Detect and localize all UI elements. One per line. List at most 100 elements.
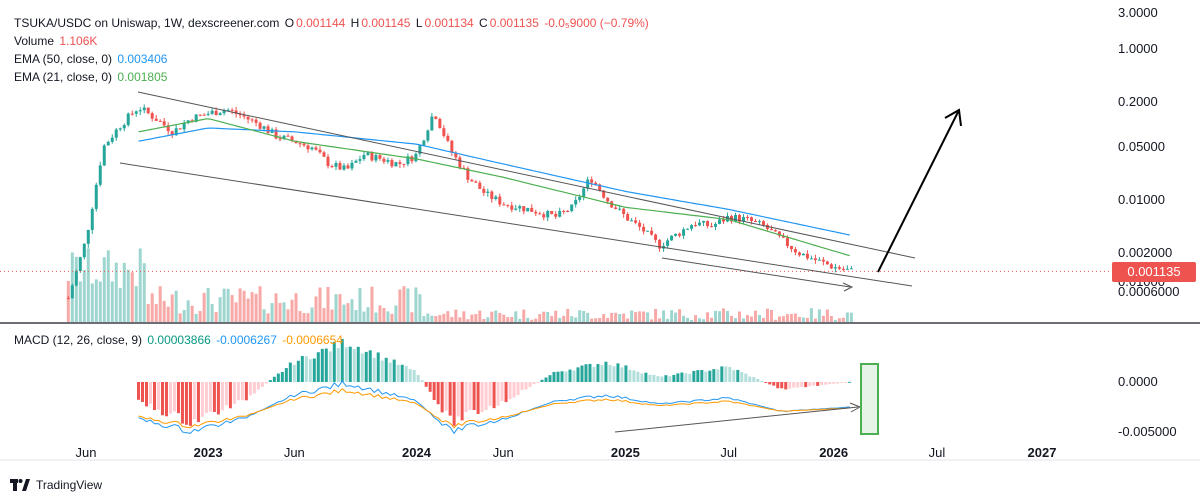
macd-histogram-bar (144, 382, 148, 407)
volume-bar (474, 314, 478, 322)
volume-bar (130, 272, 134, 322)
volume-bar (602, 314, 606, 322)
candle-body (250, 119, 254, 121)
volume-bar (186, 300, 190, 322)
volume-bar (106, 250, 110, 322)
volume-bar (382, 307, 386, 322)
volume-bar (825, 309, 829, 322)
candle-body (86, 229, 90, 244)
macd-histogram-bar (568, 369, 572, 382)
candle-body (538, 213, 542, 215)
candle-body (222, 110, 226, 114)
volume-bar (797, 316, 801, 322)
volume-bar (722, 308, 726, 322)
macd-histogram-bar (820, 382, 824, 385)
price-tick-label: 0.002000 (1118, 245, 1172, 260)
volume-bar (178, 313, 182, 322)
macd-histogram-bar (800, 382, 804, 387)
volume-bar (338, 294, 342, 322)
candle-body (330, 166, 334, 168)
macd-histogram-bar (592, 366, 596, 382)
macd-histogram-bar (320, 348, 324, 382)
volume-bar (158, 286, 162, 322)
volume-bar (374, 312, 378, 322)
macd-histogram-bar (812, 382, 816, 386)
macd-histogram-bar (428, 382, 432, 392)
volume-bar (290, 299, 294, 322)
legend-ema21: EMA (21, close, 0) 0.001805 (14, 70, 169, 84)
time-tick-label: 2026 (819, 445, 848, 460)
macd-histogram-bar (612, 366, 616, 382)
candle-body (682, 229, 686, 236)
candle-body (550, 210, 554, 214)
volume-bar (354, 310, 358, 322)
macd-tick-label: 0.0000 (1118, 374, 1158, 389)
macd-histogram-bar (352, 349, 356, 382)
macd-histogram-bar (680, 372, 684, 382)
volume-bar (322, 308, 326, 322)
time-tick-label: Jun (284, 445, 305, 460)
macd-histogram-bar (448, 382, 452, 416)
annotations (119, 91, 962, 292)
candle-body (238, 113, 242, 116)
macd-histogram-bar (504, 382, 508, 403)
candle-body (134, 111, 138, 114)
macd-histogram-bar (372, 357, 376, 382)
volume-bar (86, 248, 90, 322)
volume-bar (658, 318, 662, 322)
volume-bar (654, 308, 658, 322)
volume-bar (586, 312, 590, 322)
volume-bar (530, 319, 534, 322)
volume-bar (730, 315, 734, 322)
footer (0, 470, 1200, 503)
macd-histogram-bar (236, 382, 240, 401)
volume-bar (538, 314, 542, 322)
candle-body (825, 261, 829, 265)
candle-body (785, 237, 789, 246)
volume-bar (90, 283, 94, 322)
volume-bar (526, 317, 530, 322)
volume-bar (270, 303, 274, 322)
volume-bar (142, 263, 146, 322)
macd-histogram-bar (408, 369, 412, 382)
macd-histogram-bar (528, 382, 532, 388)
candle-body (837, 267, 841, 269)
candle-body (186, 120, 190, 124)
macd-histogram-bar (768, 382, 772, 385)
candle-body (698, 222, 702, 226)
candle-body (322, 152, 326, 157)
candle-body (302, 143, 306, 146)
ema21-value: 0.001805 (117, 70, 168, 84)
volume-bar (726, 310, 730, 322)
macd-histogram-bar (784, 382, 788, 390)
volume-bar (590, 318, 594, 322)
macd-histogram-bar (792, 382, 796, 388)
macd-histogram-bar (240, 382, 244, 401)
volume-bar (562, 315, 566, 322)
volume-bar (646, 312, 650, 322)
macd-histogram-bar (360, 353, 364, 382)
volume-bar (170, 294, 174, 322)
macd-histogram-bar (840, 382, 844, 383)
volume-bar (566, 308, 570, 322)
volume-bar (246, 298, 250, 322)
volume-bar (434, 316, 438, 322)
macd-histogram-bar (696, 370, 700, 382)
candle-body (418, 145, 422, 154)
volume-bar (326, 286, 330, 322)
macd-histogram-bar (536, 382, 540, 383)
macd-histogram-bar (192, 382, 196, 420)
volume-bar (414, 287, 418, 322)
volume-bar (626, 318, 630, 322)
volume-bar (502, 314, 506, 322)
macd-highlight-box (860, 363, 879, 435)
volume-bar (769, 310, 773, 322)
candle-body (490, 191, 494, 200)
macd-histogram-bar (296, 360, 300, 382)
tradingview-logo[interactable]: TradingView (10, 478, 102, 492)
volume-bar (558, 317, 562, 322)
candle-body (218, 113, 222, 116)
macd-histogram-bar (744, 373, 748, 382)
macd-histogram-bar (388, 362, 392, 382)
candle-body (578, 196, 582, 200)
